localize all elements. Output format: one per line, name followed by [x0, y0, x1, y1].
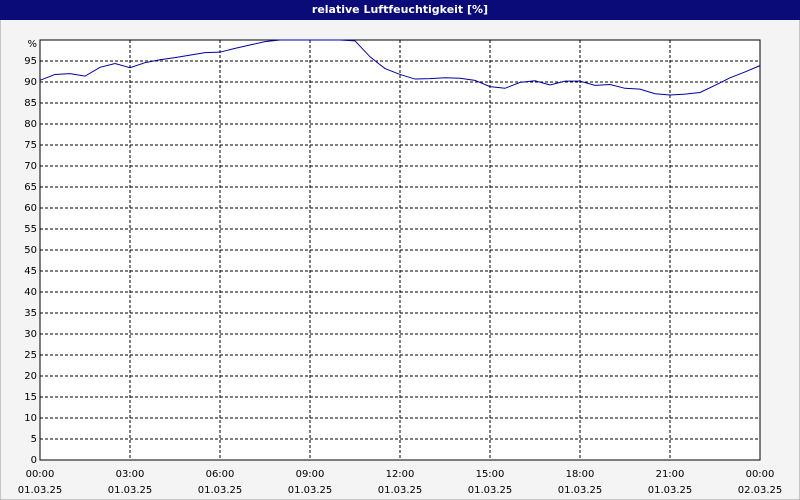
x-tick-label: 21:00 [656, 469, 685, 480]
y-tick-label: 25 [24, 350, 37, 361]
y-tick-label: 45 [24, 266, 37, 277]
y-tick-label: 75 [24, 140, 37, 151]
x-tick-label: 00:00 [26, 469, 55, 480]
y-tick-label: 95 [24, 56, 37, 67]
x-tick-label: 18:00 [566, 469, 595, 480]
x-tick-date: 01.03.25 [198, 485, 243, 496]
x-tick-label: 06:00 [206, 469, 235, 480]
x-tick-date: 01.03.25 [648, 485, 693, 496]
y-tick-label: 40 [24, 287, 37, 298]
x-tick-label: 15:00 [476, 469, 505, 480]
y-tick-label: % [27, 39, 37, 50]
y-tick-label: 35 [24, 308, 37, 319]
data-line [39, 39, 761, 96]
x-tick-date: 02.03.25 [738, 485, 783, 496]
y-tick-label: 85 [24, 98, 37, 109]
chart-title: relative Luftfeuchtigkeit [%] [312, 3, 488, 16]
y-tick-label: 20 [24, 371, 37, 382]
y-tick-label: 5 [31, 434, 37, 445]
x-tick-label: 09:00 [296, 469, 325, 480]
x-tick-date: 01.03.25 [288, 485, 333, 496]
y-tick-label: 10 [24, 413, 37, 424]
y-tick-label: 30 [24, 329, 37, 340]
x-tick-date: 01.03.25 [468, 485, 513, 496]
x-tick-label: 12:00 [386, 469, 415, 480]
x-tick-label: 00:00 [746, 469, 775, 480]
y-tick-label: 60 [24, 203, 37, 214]
x-tick-date: 01.03.25 [108, 485, 153, 496]
x-tick-date: 01.03.25 [378, 485, 423, 496]
title-bar [0, 0, 800, 20]
y-tick-label: 80 [24, 119, 37, 130]
y-tick-label: 50 [24, 245, 37, 256]
y-tick-label: 55 [24, 224, 37, 235]
y-tick-label: 0 [31, 455, 37, 466]
x-tick-date: 01.03.25 [18, 485, 63, 496]
x-tick-label: 03:00 [116, 469, 145, 480]
y-tick-label: 65 [24, 182, 37, 193]
plot-border [39, 39, 761, 461]
y-tick-label: 15 [24, 392, 37, 403]
y-tick-label: 90 [24, 77, 37, 88]
y-tick-label: 70 [24, 161, 37, 172]
x-tick-date: 01.03.25 [558, 485, 603, 496]
